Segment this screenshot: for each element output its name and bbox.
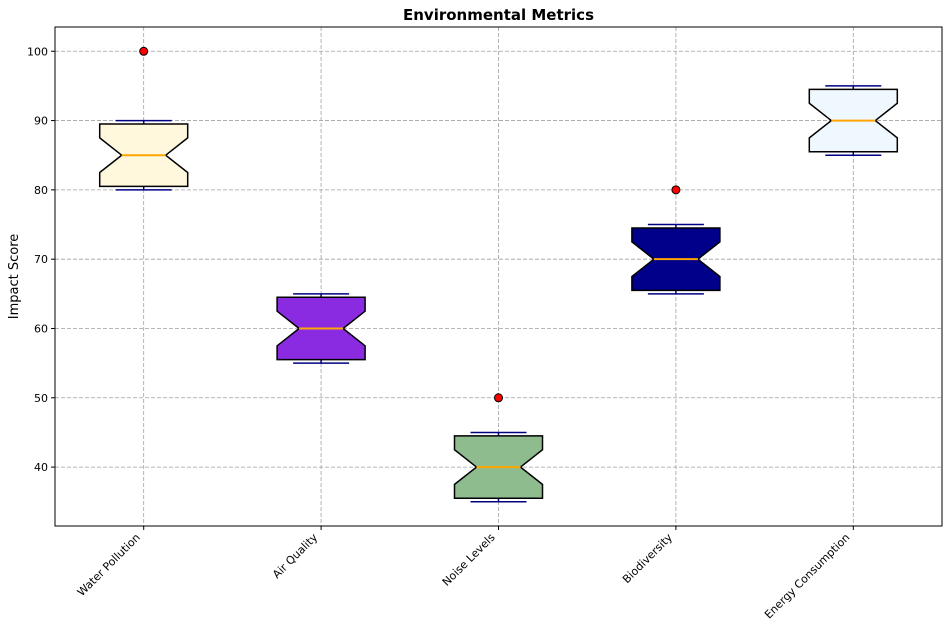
box-group bbox=[808, 85, 899, 156]
y-tick-label: 50 bbox=[34, 392, 48, 405]
chart-title: Environmental Metrics bbox=[403, 6, 594, 24]
grid-lines bbox=[55, 27, 942, 526]
outlier-point bbox=[494, 393, 503, 403]
y-tick-label: 100 bbox=[27, 45, 48, 58]
box-group bbox=[631, 185, 721, 295]
x-tick-label: Air Quality bbox=[270, 531, 320, 581]
outlier-point bbox=[139, 46, 149, 56]
x-tick-label: Water Pollution bbox=[75, 531, 143, 599]
x-tick-label: Noise Levels bbox=[440, 531, 498, 589]
box-group bbox=[453, 393, 544, 503]
box-series bbox=[98, 46, 899, 503]
y-axis-label: Impact Score bbox=[7, 234, 22, 320]
outlier-point bbox=[671, 185, 681, 195]
x-tick-label: Biodiversity bbox=[620, 531, 675, 586]
box-group bbox=[276, 293, 366, 364]
y-tick-label: 60 bbox=[34, 322, 48, 335]
y-tick-label: 90 bbox=[34, 115, 48, 128]
y-tick-label: 70 bbox=[34, 253, 48, 266]
y-tick-label: 40 bbox=[34, 461, 48, 474]
x-tick-label: Energy Consumption bbox=[762, 531, 852, 621]
y-tick-label: 80 bbox=[34, 184, 48, 197]
box-group bbox=[98, 46, 189, 191]
